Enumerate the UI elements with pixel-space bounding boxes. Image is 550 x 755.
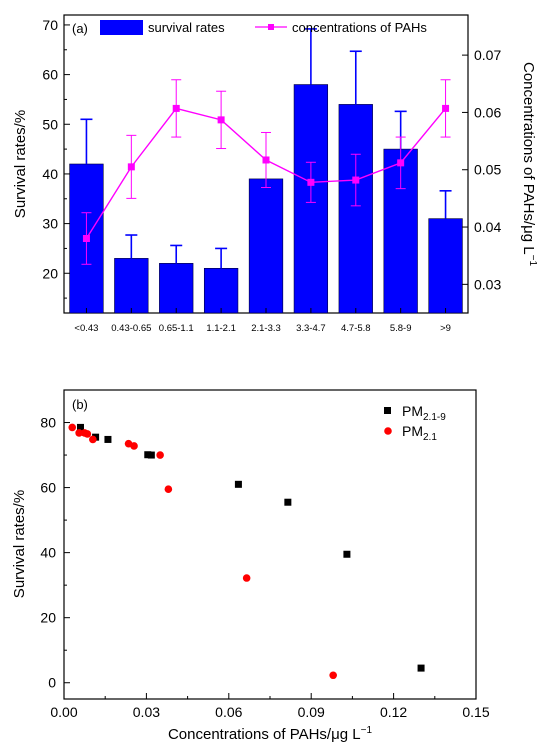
pahs-point: [397, 159, 405, 167]
y-tick-label-left: 50: [42, 116, 58, 132]
scatter-point-pm21-9: [76, 423, 84, 431]
scatter-point-pm21: [75, 429, 83, 437]
legend-label-pahs: concentrations of PAHs: [292, 20, 427, 35]
y-tick-label-right: 0.07: [474, 47, 501, 63]
legend-label-pm21-main: PM: [402, 423, 423, 439]
legend-marker-pahs: [268, 24, 274, 30]
x-tick-label: 5.8-9: [390, 323, 412, 334]
bar: [338, 104, 373, 314]
y-axis-label-left: Survival rates/%: [12, 110, 29, 218]
pahs-point: [262, 156, 270, 164]
x-tick-label: 3.3-4.7: [296, 323, 326, 334]
x-tick-label-b: 0.09: [298, 704, 325, 720]
x-tick-label-b: 0.12: [380, 704, 407, 720]
scatter-point-pm21: [329, 671, 337, 680]
x-tick-label: <0.43: [74, 323, 98, 334]
scatter-point-pm21: [130, 442, 138, 450]
y-tick-label-right: 0.03: [474, 276, 501, 292]
bar: [159, 263, 194, 314]
scatter-point-pm21-9: [234, 480, 242, 488]
pahs-point: [217, 116, 225, 124]
bar: [203, 267, 239, 314]
y-tick-label-right: 0.05: [474, 162, 501, 178]
scatter-point-pm21: [68, 423, 77, 432]
x-tick-label-b: 0.00: [50, 704, 77, 720]
legend-a: survival rates concentrations of PAHs: [100, 20, 427, 35]
pahs-point: [82, 235, 90, 242]
y-axis-label-right-sup: −1: [527, 255, 538, 267]
x-tick-label-b: 0.03: [133, 704, 160, 720]
scatter-point-pm21-9: [417, 664, 425, 672]
pahs-point: [172, 104, 180, 112]
x-tick-label: 2.1-3.3: [251, 323, 281, 334]
y-axis-label-right-main: Concentrations of PAHs/μg L: [520, 62, 537, 255]
scatter-point-pm21: [164, 485, 173, 494]
x-tick-label: 1.1-2.1: [206, 323, 236, 334]
y-tick-label-left: 30: [42, 216, 58, 232]
x-tick-label: 0.65-1.1: [159, 323, 194, 334]
y-tick-label-right: 0.04: [474, 219, 501, 235]
scatter-point-pm21-9: [104, 435, 112, 443]
panel-b-label: (b): [72, 397, 88, 412]
scatter-point-pm21-9: [343, 550, 351, 558]
x-axis-label-b-sup: −1: [361, 725, 373, 736]
scatter-point-pm21-9: [147, 451, 155, 459]
y-tick-label-b: 60: [40, 480, 56, 496]
x-axis-label-b: Concentrations of PAHs/μg L−1: [168, 725, 372, 743]
bar: [428, 218, 463, 314]
bar: [248, 178, 284, 314]
scatter-point-pm21: [156, 451, 164, 459]
legend-label-pm21-9: PM2.1-9: [402, 403, 446, 423]
legend-label-pm21-sub: 2.1: [423, 432, 437, 443]
y-tick-label-b: 20: [40, 610, 56, 626]
pahs-point: [127, 163, 135, 171]
y-tick-label-b: 80: [40, 415, 56, 431]
legend-swatch-survival-rates: [100, 20, 143, 35]
x-axis-label-b-main: Concentrations of PAHs/μg L: [168, 726, 361, 743]
legend-marker-pm21: [384, 427, 392, 435]
y-tick-label-b: 0: [48, 675, 56, 691]
pahs-point: [307, 178, 315, 186]
legend-b: PM2.1-9 PM2.1: [384, 403, 446, 443]
bar: [114, 258, 149, 314]
pahs-point: [352, 176, 360, 184]
panel-a: 20 30 40 50 60 70 0.03 0.04 0.05 0.06 0.07 <0.43 0.4…: [12, 14, 538, 334]
y-tick-label-b: 40: [40, 545, 56, 561]
y-tick-label-left: 40: [42, 166, 58, 182]
panel-b: 0 20 40 60 80 0.00 0.03 0.06 0.09 0.12 0.15 (b) PM…: [11, 389, 490, 743]
y-tick-label-left: 20: [42, 265, 58, 281]
y-axis-label-b: Survival rates/%: [11, 490, 28, 598]
scatter-point-pm21-9: [284, 498, 292, 506]
legend-label-survival-rates: survival rates: [148, 20, 225, 35]
panel-a-label: (a): [72, 21, 88, 36]
scatter-point-pm21: [83, 430, 92, 438]
pahs-point: [442, 104, 450, 112]
legend-marker-pm21-9: [384, 407, 391, 414]
y-tick-label-left: 70: [42, 17, 58, 33]
scatter-point-pm21: [242, 574, 251, 582]
scatter-point-pm21: [89, 435, 97, 444]
y-axis-label-right: Concentrations of PAHs/μg L−1: [520, 62, 538, 266]
legend-label-pm21-9-sub: 2.1-9: [423, 412, 446, 423]
y-tick-label-right: 0.06: [474, 104, 501, 120]
y-tick-label-left: 60: [42, 67, 58, 83]
x-tick-label-b: 0.06: [215, 704, 242, 720]
legend-label-pm21-9-main: PM: [402, 403, 423, 419]
scatter-point-pm21-9: [144, 451, 152, 459]
x-tick-label: 4.7-5.8: [341, 323, 371, 334]
legend-label-pm21: PM2.1: [402, 423, 437, 443]
x-tick-label: 0.43-0.65: [111, 323, 151, 334]
x-tick-label: >9: [440, 323, 451, 334]
x-tick-label-b: 0.15: [462, 704, 489, 720]
